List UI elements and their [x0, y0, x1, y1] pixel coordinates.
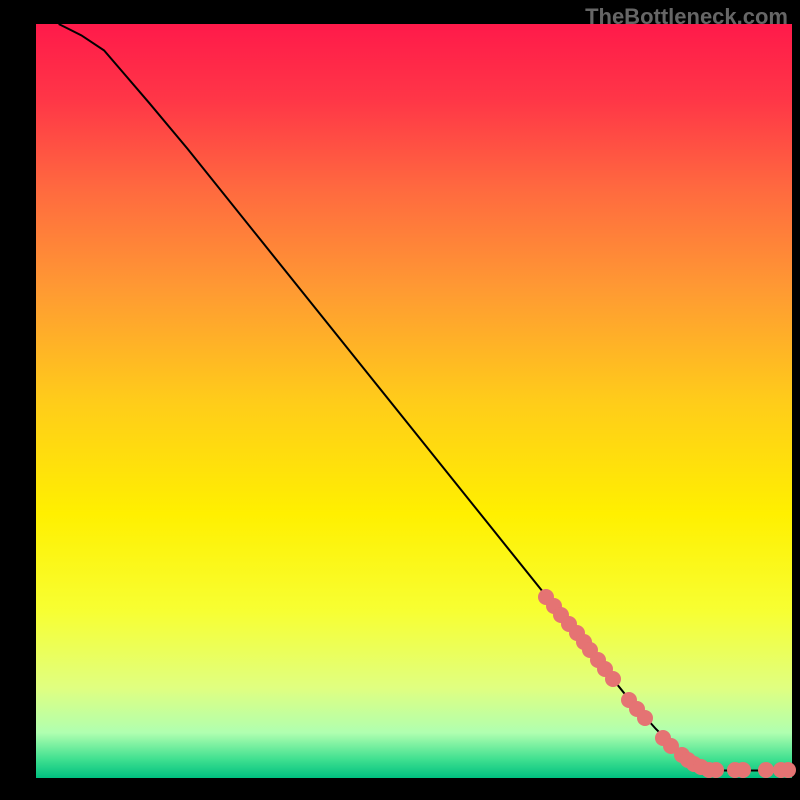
data-point — [637, 710, 653, 726]
plot-area — [36, 24, 792, 778]
data-point — [708, 762, 724, 778]
chart-container: TheBottleneck.com — [0, 0, 800, 800]
curve-svg — [36, 24, 792, 778]
data-point — [735, 762, 751, 778]
watermark-text: TheBottleneck.com — [585, 4, 788, 30]
data-point — [605, 671, 621, 687]
data-point — [780, 762, 796, 778]
data-point — [758, 762, 774, 778]
main-curve — [59, 24, 792, 770]
